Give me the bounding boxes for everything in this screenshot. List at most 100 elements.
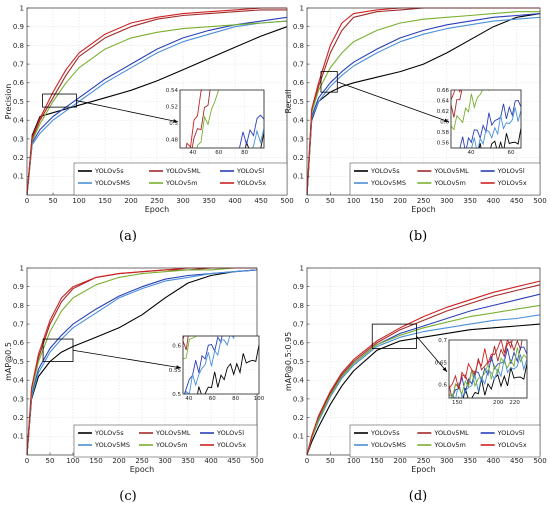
- zoom-arrow-head: [442, 367, 447, 372]
- chart-panel-3: 0 50 100 150 200 250 300 350 400 450 500 0.1 0.2 0.3 0…: [4, 264, 265, 504]
- inset-y-tick-label: 0.6: [440, 120, 449, 126]
- legend-label: YOLOv5MS: [94, 179, 130, 187]
- inset-border: [179, 89, 265, 149]
- inset-series-group: [185, 90, 264, 148]
- legend-label: YOLOv5x: [497, 441, 527, 449]
- inset-series-group: [451, 90, 521, 148]
- x-tick-label: 100: [72, 197, 85, 205]
- legend-label: YOLOv5s: [370, 429, 400, 437]
- legend-label: YOLOv5x: [236, 179, 266, 187]
- legend-label: YOLOv5m: [433, 441, 466, 449]
- panel-label: (a): [119, 229, 137, 244]
- x-tick-label: 250: [417, 457, 430, 465]
- series-line-yolov5m: [306, 11, 540, 196]
- chart-panel-2: 0 50 100 150 200 250 300 350 400 450 500 0.1 0.2 0.3 0…: [284, 4, 547, 244]
- x-tick-label: 400: [487, 197, 500, 205]
- series-line-yolov5s: [26, 269, 258, 456]
- x-tick-label: 0: [25, 197, 29, 205]
- legend-box: [349, 162, 541, 196]
- y-tick-label: 0.8: [13, 42, 24, 50]
- inset-y-tick-label: 0.66: [437, 88, 450, 94]
- inset-series-yolov5l: [451, 346, 527, 398]
- x-tick-label: 500: [533, 197, 546, 205]
- x-tick-label: 400: [487, 457, 500, 465]
- y-tick-label: 0.7: [13, 61, 24, 69]
- inset-y-tick-label: 0.54: [166, 88, 179, 94]
- inset-y-tick-label: 0.58: [437, 130, 450, 136]
- y-axis-label: Precision: [4, 84, 13, 120]
- legend-label: YOLOv5l: [497, 167, 525, 175]
- series-line-yolov5m: [306, 304, 541, 456]
- inset-border: [450, 89, 522, 149]
- chart-panel-1: 0 50 100 150 200 250 300 350 400 450 500 0.1 0.2 0.3 0…: [4, 4, 294, 244]
- inset-series-yolov5ml: [191, 90, 211, 148]
- x-tick-label: 250: [135, 457, 148, 465]
- series-line-yolov5m: [26, 267, 257, 456]
- x-tick-label: 350: [463, 457, 476, 465]
- x-tick-label: 150: [98, 197, 111, 205]
- legend-label: YOLOv5MS: [94, 441, 130, 449]
- x-tick-label: 500: [280, 197, 293, 205]
- y-tick-label: 0.8: [13, 302, 24, 310]
- series-line-yolov5ms: [26, 269, 258, 456]
- y-tick-label: 0.2: [293, 414, 304, 422]
- inset-x-tick-label: 40: [189, 150, 196, 156]
- x-tick-label: 150: [370, 197, 383, 205]
- inset-frame: [179, 89, 265, 149]
- inset-y-tick-label: 0.6: [172, 344, 181, 350]
- inset-y-tick-label: 0.5: [169, 121, 178, 127]
- y-tick-label: 0.7: [13, 321, 24, 329]
- inset-x-tick-label: 100: [254, 396, 265, 402]
- inset-y-tick-label: 0.56: [437, 141, 450, 147]
- inset-series-yolov5s: [478, 127, 521, 148]
- inset-series-yolov5l: [183, 336, 223, 394]
- inset-series-yolov5m: [451, 90, 490, 131]
- x-tick-label: 500: [250, 457, 263, 465]
- legend-label: YOLOv5l: [236, 167, 264, 175]
- legend-label: YOLOv5m: [433, 179, 466, 187]
- legend-label: YOLOv5ML: [165, 167, 201, 175]
- y-tick-label: 0.2: [293, 154, 304, 162]
- y-tick-label: 1: [300, 264, 304, 272]
- legend-label: YOLOv5ML: [433, 429, 469, 437]
- inset-x-tick-label: 80: [232, 396, 239, 402]
- y-tick-label: 0.4: [293, 377, 305, 385]
- x-axis-label: Epoch: [130, 465, 155, 474]
- y-tick-label: 0.3: [293, 395, 304, 403]
- series-line-yolov5ms: [306, 16, 541, 196]
- legend-label: YOLOv5MS: [370, 179, 406, 187]
- inset-x-tick-label: 40: [185, 396, 192, 402]
- legend-label: YOLOv5MS: [370, 441, 406, 449]
- x-axis-label: Epoch: [411, 465, 436, 474]
- y-tick-label: 0.2: [13, 414, 24, 422]
- x-tick-label: 450: [254, 197, 267, 205]
- x-tick-label: 0: [305, 457, 309, 465]
- legend-label: YOLOv5m: [165, 179, 198, 187]
- x-tick-label: 450: [510, 457, 523, 465]
- x-tick-label: 0: [305, 197, 309, 205]
- x-tick-label: 300: [440, 457, 453, 465]
- x-tick-label: 250: [417, 197, 430, 205]
- x-tick-label: 50: [49, 197, 58, 205]
- y-axis-label: mAP@0.5:0.95: [284, 332, 293, 391]
- y-axis-label: Recall: [284, 90, 293, 114]
- series-line-yolov5ml: [306, 284, 541, 456]
- series-line-yolov5ms: [26, 20, 288, 196]
- inset-x-tick-label: 150: [452, 400, 463, 406]
- y-tick-label: 0.3: [13, 135, 24, 143]
- x-tick-label: 200: [112, 457, 125, 465]
- y-tick-label: 0.6: [13, 339, 25, 347]
- y-tick-label: 0.5: [293, 358, 304, 366]
- zoom-arrow-head: [173, 119, 178, 123]
- x-tick-label: 400: [204, 457, 217, 465]
- x-tick-label: 150: [370, 457, 383, 465]
- x-tick-label: 300: [440, 197, 453, 205]
- x-tick-label: 300: [158, 457, 171, 465]
- y-tick-label: 0.9: [293, 23, 304, 31]
- series-line-yolov5ml: [26, 9, 287, 196]
- inset-x-tick-label: 40: [468, 150, 475, 156]
- series-line-yolov5m: [26, 20, 288, 196]
- y-tick-label: 1: [20, 264, 24, 272]
- y-tick-label: 0.8: [293, 42, 304, 50]
